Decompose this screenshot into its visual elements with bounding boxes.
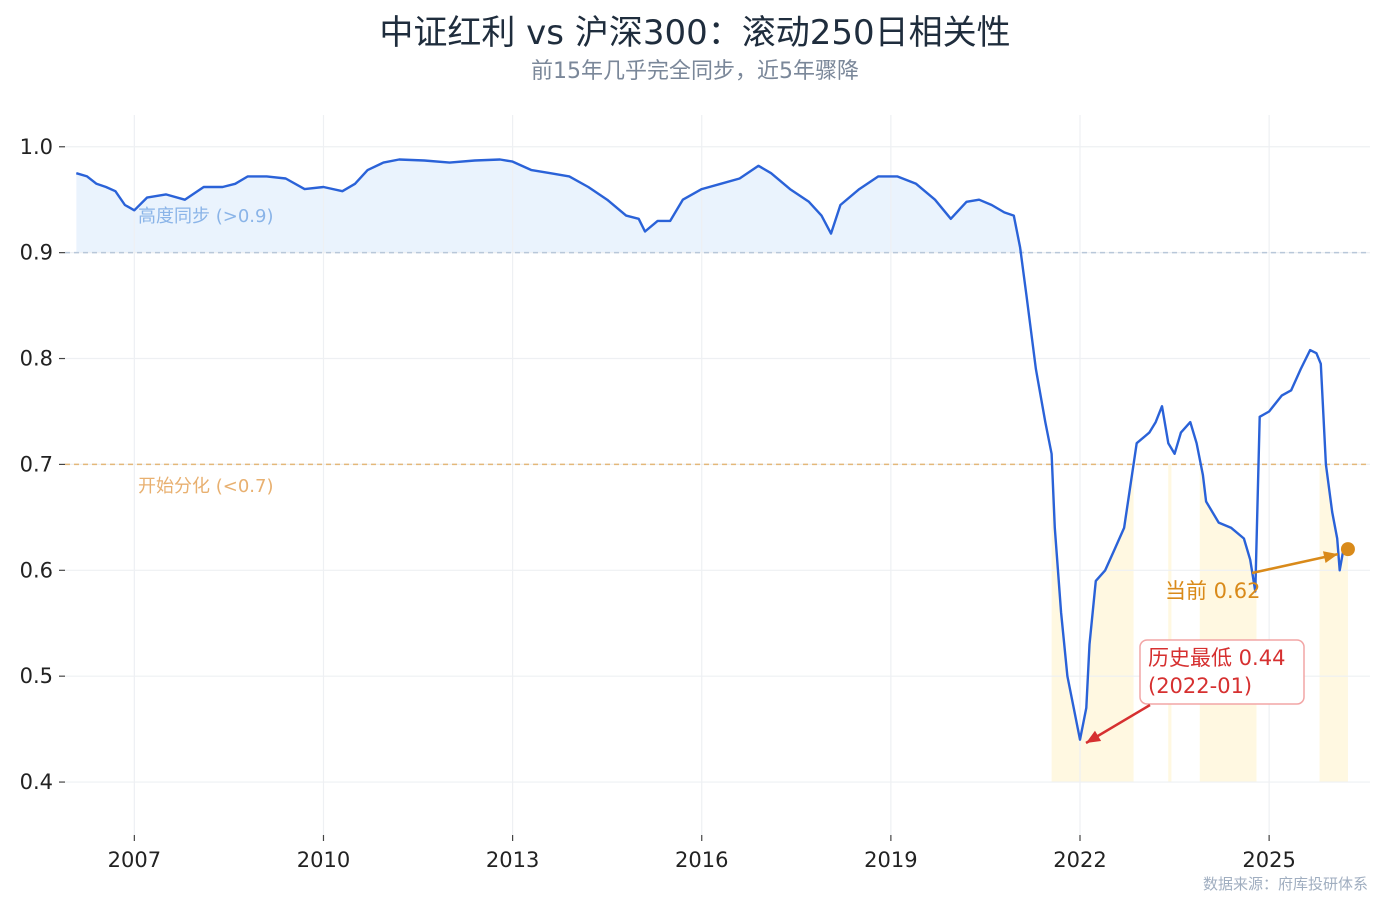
historic-low-label-line2: (2022-01)	[1148, 674, 1252, 698]
chart-subtitle: 前15年几乎完全同步，近5年骤降	[531, 59, 859, 84]
divergence-period-3	[1319, 464, 1348, 783]
historic-low-arrowhead	[1086, 730, 1102, 743]
y-tick-label-3: 0.7	[20, 452, 53, 476]
sync-area-fill	[76, 159, 1026, 253]
x-tick-label-6: 2025	[1242, 848, 1295, 872]
data-source: 数据来源：府库投研体系	[1203, 875, 1368, 893]
threshold-lines	[65, 251, 1370, 466]
x-tick-label-1: 2010	[297, 848, 350, 872]
y-tick-label-1: 0.5	[20, 664, 53, 688]
axes: 0.4 0.5 0.6 0.7 0.8 0.9 1.0 2007 2010 2013 2016 201…	[20, 135, 1296, 872]
threshold-label-divergence: 开始分化 (<0.7)	[138, 476, 273, 497]
divergence-period-2	[1199, 464, 1257, 783]
x-tick-label-0: 2007	[108, 848, 161, 872]
x-tick-label-4: 2019	[864, 848, 917, 872]
x-tick-label-3: 2016	[675, 848, 728, 872]
divergence-period-1	[1168, 464, 1172, 783]
x-tick-label-2: 2013	[486, 848, 539, 872]
threshold-label-sync: 高度同步 (>0.9)	[138, 206, 273, 227]
correlation-line	[75, 158, 1348, 741]
y-tick-label-5: 0.9	[20, 241, 53, 265]
current-value-arrowhead	[1322, 551, 1338, 563]
y-tick-label-2: 0.6	[20, 558, 53, 582]
historic-low-label-line1: 历史最低 0.44	[1148, 646, 1285, 670]
annotations: 当前 0.62 历史最低 0.44 (2022-01)	[1085, 542, 1355, 745]
sync-area	[76, 159, 1026, 253]
chart-title: 中证红利 vs 沪深300：滚动250日相关性	[379, 13, 1010, 53]
y-tick-label-4: 0.8	[20, 347, 53, 371]
current-value-arrow	[1251, 552, 1339, 575]
current-value-label: 当前 0.62	[1165, 579, 1260, 603]
y-tick-label-0: 0.4	[20, 770, 53, 794]
current-value-dot	[1340, 542, 1355, 557]
historic-low-box	[1139, 639, 1305, 705]
x-tick-label-5: 2022	[1053, 848, 1106, 872]
correlation-line-group	[75, 158, 1348, 741]
y-tick-label-6: 1.0	[20, 135, 53, 159]
